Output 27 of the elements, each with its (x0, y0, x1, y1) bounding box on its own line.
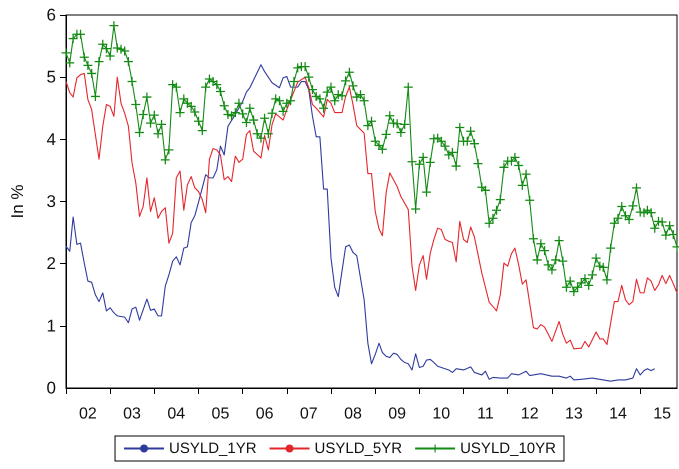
x-tick-label: 14 (609, 406, 627, 422)
y-tick-label: 1 (46, 316, 56, 336)
x-tick-label: 05 (212, 406, 230, 422)
y-axis-title: In % (8, 184, 27, 219)
x-tick-label: 03 (123, 406, 142, 422)
x-tick-label: 10 (432, 406, 450, 422)
x-tick-label: 15 (653, 406, 672, 422)
x-tick-label: 12 (520, 406, 539, 422)
y-tick-label: 2 (46, 254, 56, 274)
x-tick-label: 07 (300, 406, 318, 422)
x-tick-label: 11 (477, 406, 494, 422)
line-series (65, 72, 678, 350)
legend-label: USYLD_1YR (169, 440, 257, 457)
x-tick-label: 06 (256, 406, 274, 422)
x-tick-label: 04 (167, 406, 186, 422)
x-tick-label: 13 (564, 406, 583, 422)
y-tick-label: 5 (46, 68, 56, 87)
x-tick-label: 02 (78, 406, 97, 422)
line-series (65, 64, 656, 382)
y-tick-label: 0 (46, 378, 56, 398)
legend-label: USYLD_10YR (460, 440, 556, 457)
legend-label: USYLD_5YR (314, 440, 402, 457)
x-tick-label: 09 (388, 406, 406, 422)
x-tick-label: 08 (344, 406, 362, 422)
y-tick-label: 4 (46, 130, 56, 149)
y-tick-label: 6 (46, 6, 56, 24)
y-tick-label: 3 (46, 192, 56, 211)
